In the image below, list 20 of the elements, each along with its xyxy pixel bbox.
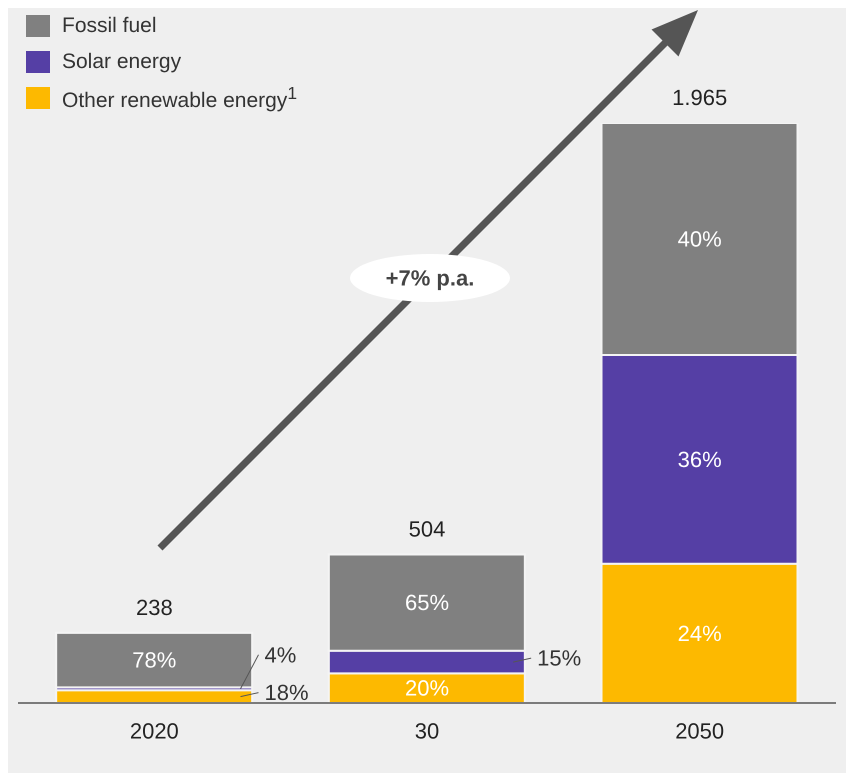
bar — [55, 632, 254, 688]
annotation: 36% — [678, 446, 722, 472]
legend-label: Other renewable energy$^{1}$ — [62, 83, 298, 113]
legend-label: Solar energy — [62, 50, 182, 74]
x-tick-label: 30 — [414, 718, 440, 744]
annotation: 15% — [537, 646, 582, 671]
legend-label: Fossil fuel — [62, 14, 157, 38]
annotation: +7% p.a. — [386, 266, 474, 290]
x-tick-label: 2020 — [130, 718, 179, 744]
annotation: 78% — [132, 648, 176, 673]
annotation: 40% — [678, 226, 722, 252]
text: 1.965 — [672, 85, 728, 110]
annotation: 20% — [404, 676, 450, 701]
annotation: 24% — [678, 620, 722, 646]
annotation: 238 — [136, 594, 173, 620]
annotation: 18% — [264, 680, 309, 706]
x-tick-label: 2050 — [675, 718, 724, 744]
annotation: 65% — [404, 590, 450, 616]
annotation: 504 — [408, 516, 446, 542]
annotation: 4% — [264, 642, 296, 668]
